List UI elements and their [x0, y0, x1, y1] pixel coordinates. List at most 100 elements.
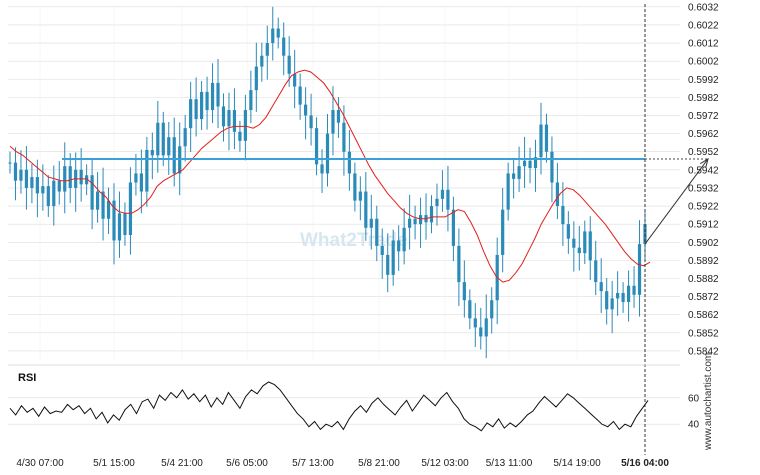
candle-body [227, 110, 231, 127]
candle-body [501, 209, 505, 255]
candle-body [544, 124, 549, 152]
price-tick-label: 0.5942 [688, 165, 719, 176]
candle-body [440, 189, 445, 199]
time-axis: 4/30 07:00 5/1 15:00 5/4 21:00 5/6 05:00 5/7… [16, 458, 669, 469]
candle-body [68, 166, 72, 188]
candle-body [123, 213, 127, 236]
time-tick-label: 5/1 15:00 [93, 458, 135, 469]
candle-body [19, 169, 23, 181]
candle-body [101, 191, 105, 219]
candle-body [150, 149, 154, 156]
candle-body [364, 191, 368, 228]
time-tick-label: 5/14 19:00 [553, 458, 601, 469]
time-tick-label: 5/8 21:00 [358, 458, 400, 469]
candle-body [490, 300, 494, 319]
watermark-text: What2Trade [300, 230, 408, 251]
candle-body [293, 73, 297, 87]
candle-body [167, 137, 171, 156]
time-tick-label: 5/6 05:00 [226, 458, 268, 469]
candle-body [117, 213, 122, 241]
candle-body [473, 318, 477, 328]
price-tick-label: 0.5952 [688, 147, 719, 158]
candle-body [397, 240, 401, 252]
candle-body [276, 28, 280, 38]
candle-body [479, 327, 483, 337]
candle-body [462, 282, 466, 301]
candle-body [610, 298, 614, 310]
candle-body [331, 110, 335, 134]
candle-body [594, 260, 598, 283]
price-axis: 0.6032 0.6022 0.6012 0.6002 0.5992 0.5982 0.59… [688, 2, 719, 357]
candle-body [435, 198, 439, 207]
candle-body [309, 115, 313, 129]
candle-body [484, 318, 488, 337]
price-tick-label: 0.5972 [688, 111, 719, 122]
candle-body [161, 122, 165, 156]
candle-body [298, 86, 302, 105]
projection-arrow-head [700, 157, 709, 168]
time-tick-label: 4/30 07:00 [16, 458, 64, 469]
time-tick-label: 5/7 13:00 [292, 458, 334, 469]
candle-body [52, 180, 56, 207]
candle-body [457, 245, 461, 283]
price-tick-label: 0.6032 [688, 2, 719, 13]
candle-body [265, 43, 269, 56]
candle-body [408, 218, 412, 228]
candlestick-series [8, 6, 647, 359]
candle-body [583, 231, 587, 254]
candle-body [533, 157, 538, 169]
rsi-axis: 60 40 [688, 393, 700, 430]
candle-body [304, 104, 308, 116]
price-tick-label: 0.5852 [688, 328, 719, 339]
candle-body [632, 285, 636, 295]
candle-body [626, 285, 631, 303]
candle-body [621, 292, 625, 303]
candle-body [221, 106, 226, 127]
candle-body [95, 191, 100, 210]
candle-body [183, 128, 187, 147]
rsi-title: RSI [18, 372, 36, 384]
candle-body [577, 247, 581, 254]
price-tick-label: 0.5872 [688, 292, 719, 303]
candle-body [347, 151, 351, 174]
candle-body [336, 110, 341, 123]
candle-body [446, 189, 450, 210]
rsi-tick-label: 60 [688, 393, 700, 404]
candle-body [216, 82, 220, 107]
price-tick-label: 0.5992 [688, 75, 719, 86]
rsi-line [9, 381, 649, 432]
candle-body [139, 173, 143, 192]
candle-body [550, 151, 554, 183]
candle-body [205, 91, 209, 111]
price-tick-label: 0.5912 [688, 220, 719, 231]
price-tick-label: 0.5902 [688, 238, 719, 249]
candle-body [243, 110, 247, 141]
time-tick-label: 5/13 11:00 [486, 458, 533, 469]
candle-body [8, 162, 12, 164]
candle-body [386, 254, 390, 275]
candle-body [282, 37, 286, 56]
candle-body [156, 122, 160, 156]
candle-body [616, 292, 620, 299]
candle-body [57, 180, 61, 192]
projection-arrow [644, 157, 709, 245]
candle-body [320, 164, 324, 174]
time-tick-label: 5/16 04:00 [621, 458, 669, 469]
candle-body [429, 206, 434, 223]
candle-body [249, 90, 253, 111]
candle-body [402, 227, 406, 252]
side-credit-text: www.autochartist.com [703, 353, 714, 451]
candle-body [512, 173, 516, 179]
candle-body [468, 300, 472, 319]
candle-body [528, 160, 532, 169]
candle-body [63, 166, 67, 192]
time-tick-label: 5/12 03:00 [421, 458, 469, 469]
candle-body [451, 209, 456, 246]
candle-body [41, 186, 45, 194]
candle-body [106, 200, 111, 219]
candle-body [369, 218, 373, 228]
projection-arrow-shaft [644, 158, 709, 245]
candle-body [572, 238, 576, 248]
price-tick-label: 0.5932 [688, 183, 719, 194]
